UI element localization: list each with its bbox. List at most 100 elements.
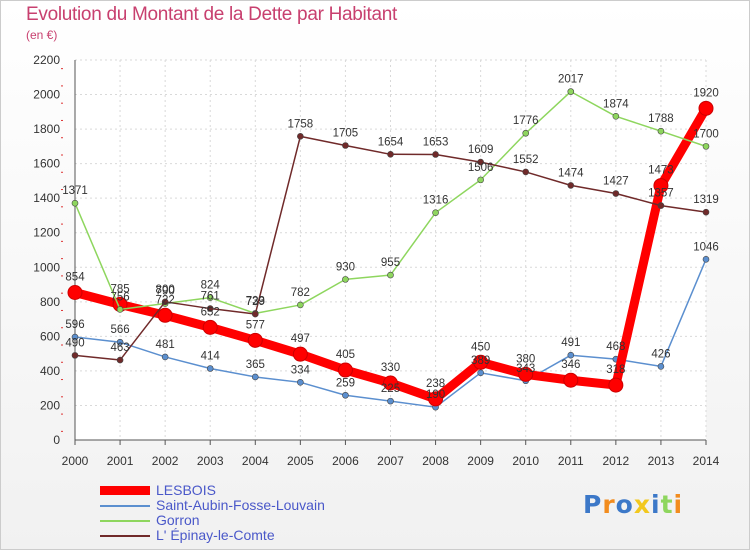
y-tick-label: 1200: [33, 226, 60, 240]
data-label: 190: [426, 389, 445, 401]
x-tick-label: 2014: [693, 454, 720, 468]
x-tick-label: 2011: [558, 454, 584, 468]
data-label: 1506: [468, 162, 494, 174]
data-label: 566: [110, 324, 129, 336]
data-point: [698, 100, 714, 116]
data-label: 389: [471, 355, 490, 367]
data-label: 596: [65, 319, 84, 331]
legend-item-saint-aubin[interactable]: Saint-Aubin-Fosse-Louvain: [100, 498, 325, 513]
data-label: 259: [336, 377, 355, 389]
data-point: [116, 356, 124, 364]
data-point: [432, 209, 439, 216]
data-label: 468: [606, 341, 625, 353]
legend-label-gorron: Gorron: [156, 512, 200, 528]
data-label: 365: [246, 359, 265, 371]
data-label: 1371: [62, 185, 88, 197]
y-tick-label: 1000: [33, 260, 60, 274]
axis-layer: 0 200 400 600 800 1000 1200 1400 1600 1800 2000 220…: [33, 53, 719, 468]
data-point: [206, 294, 214, 301]
data-point: [297, 379, 304, 386]
data-point: [387, 397, 394, 405]
data-point: [567, 182, 575, 189]
data-label: 729: [246, 296, 265, 308]
data-label: 481: [156, 339, 175, 351]
data-label: 1552: [513, 154, 539, 166]
data-point: [342, 391, 349, 399]
data-label: 497: [291, 333, 310, 345]
legend-swatch-saint-aubin: [100, 504, 150, 507]
data-label: 782: [291, 287, 310, 299]
data-point: [612, 190, 620, 197]
data-label: 652: [201, 306, 220, 318]
legend-swatch-gorron: [100, 519, 150, 522]
x-tick-label: 2002: [152, 454, 179, 468]
y-tick-label: 600: [40, 329, 60, 343]
chart-title: Evolution du Montant de la Dette par Hab…: [26, 4, 397, 25]
x-tick-label: 2000: [62, 454, 89, 468]
data-point: [428, 391, 444, 407]
y-tick-label: 400: [40, 364, 60, 378]
data-label: 1427: [603, 176, 629, 188]
data-point: [608, 377, 624, 393]
data-point: [67, 284, 83, 300]
data-label: 577: [246, 319, 265, 331]
data-label: 1046: [693, 241, 719, 253]
data-point: [71, 352, 79, 359]
data-label: 1700: [693, 128, 719, 140]
data-label: 346: [561, 359, 580, 371]
data-point: [522, 168, 530, 176]
data-label: 490: [65, 337, 84, 349]
data-point: [522, 129, 530, 137]
data-label: 1474: [558, 167, 584, 179]
data-label: 238: [426, 378, 445, 390]
data-label: 1705: [333, 128, 359, 140]
x-tick-label: 2013: [648, 454, 675, 468]
data-label: 414: [201, 350, 221, 362]
data-point: [71, 333, 79, 341]
data-point: [567, 88, 575, 95]
legend-swatch-epinay: [100, 534, 150, 537]
data-label: 930: [336, 261, 355, 273]
data-point: [251, 310, 259, 318]
legend-item-gorron[interactable]: Gorron: [100, 513, 325, 528]
legend-label-epinay: L' Épinay-le-Comte: [156, 527, 275, 543]
y-tick-label: 0: [53, 433, 60, 447]
data-point: [563, 372, 579, 388]
data-point: [473, 354, 489, 370]
data-point: [387, 271, 394, 279]
data-label: 450: [471, 341, 490, 353]
legend-item-lesbois[interactable]: LESBOIS: [100, 483, 325, 498]
data-point: [383, 375, 398, 391]
data-point: [157, 307, 173, 323]
data-point: [567, 351, 575, 359]
data-point: [342, 142, 349, 149]
data-point: [337, 362, 353, 378]
data-point: [297, 301, 304, 309]
legend: LESBOIS Saint-Aubin-Fosse-Louvain Gorron…: [100, 483, 325, 543]
data-point: [657, 202, 665, 209]
data-label: 955: [381, 257, 400, 269]
data-point: [477, 176, 484, 184]
data-point: [161, 353, 169, 361]
data-label: 1788: [648, 113, 674, 125]
data-label: 761: [201, 291, 220, 303]
series-layer: [67, 88, 714, 411]
x-tick-label: 2001: [107, 454, 134, 468]
data-label: 1609: [468, 144, 494, 156]
y-tick-label: 1800: [33, 122, 60, 136]
data-label: 330: [381, 362, 400, 374]
data-point: [342, 276, 349, 283]
data-label: 463: [110, 342, 129, 354]
data-label: 1357: [648, 188, 674, 200]
data-label: 1874: [603, 98, 629, 110]
data-label: 790: [156, 286, 175, 298]
legend-item-epinay[interactable]: L' Épinay-le-Comte: [100, 528, 325, 543]
data-point: [477, 158, 484, 166]
x-tick-label: 2008: [422, 454, 449, 468]
data-point: [292, 346, 308, 362]
data-point: [297, 133, 304, 140]
data-label: 756: [110, 291, 129, 303]
data-point: [206, 365, 214, 372]
data-point: [702, 256, 710, 263]
